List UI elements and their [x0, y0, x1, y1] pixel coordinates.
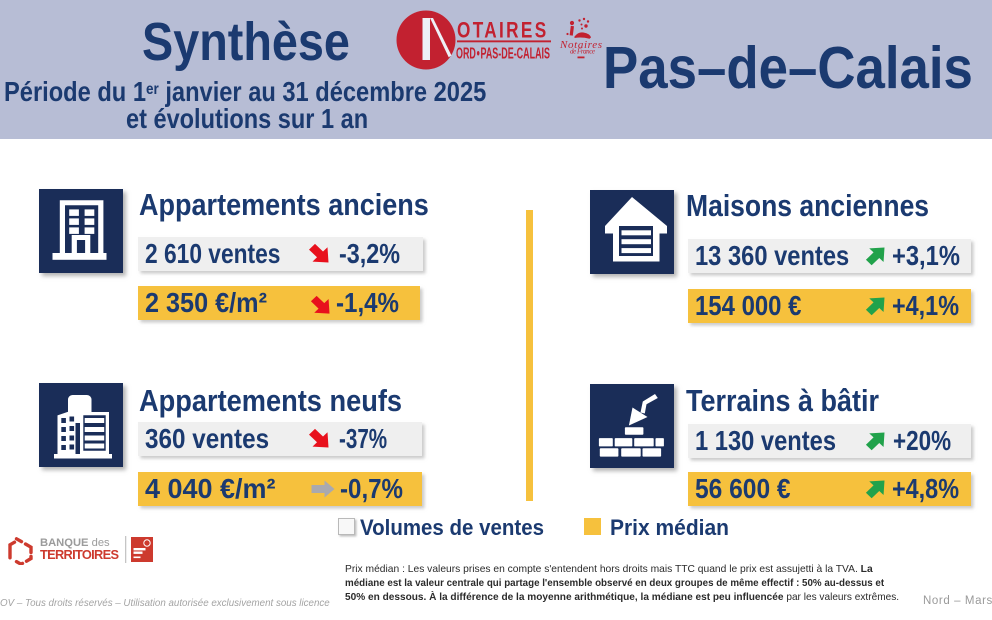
svg-text:Notaires: Notaires	[559, 39, 602, 51]
svg-text:BANQUE des: BANQUE des	[40, 537, 110, 549]
svg-text:OTAIRES: OTAIRES	[457, 18, 549, 43]
svg-text:TERRITOIRES: TERRITOIRES	[40, 547, 119, 562]
svg-text:ORD • PAS-DE-CALAIS: ORD • PAS-DE-CALAIS	[456, 46, 550, 63]
svg-text:de France: de France	[570, 48, 595, 56]
